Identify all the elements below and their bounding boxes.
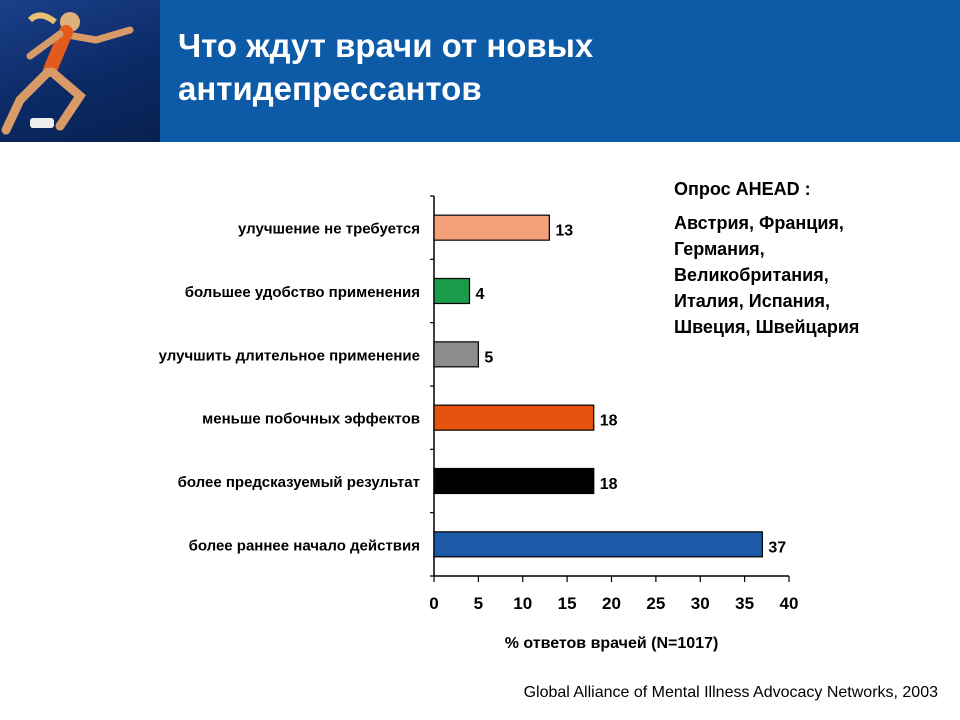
country-line: Германия, [674,239,765,259]
bar [433,341,479,368]
survey-info: Опрос AHEAD : Австрия, Франция, Германия… [674,176,944,340]
x-axis-label: % ответов врачей (N=1017) [505,635,719,652]
source-citation: Global Alliance of Mental Illness Advoca… [523,684,938,701]
bar [433,531,763,558]
data-label: 5 [484,349,493,366]
sprinter-photo [0,0,160,142]
x-tick-label: 0 [429,594,438,613]
bar [433,277,471,305]
category-label: меньше побочных эффектов [202,411,420,428]
data-label: 37 [768,539,786,556]
data-label: 13 [555,223,573,240]
title-line-1: Что ждут врачи от новых [178,27,594,64]
x-tick-label: 30 [691,594,710,613]
bar [433,467,595,495]
x-tick-label: 40 [780,594,799,613]
bar [433,404,595,431]
category-label: улучшить длительное применение [159,347,420,364]
survey-countries: Австрия, Франция, Германия, Великобритан… [674,210,944,340]
category-label: большее удобство применения [185,284,420,301]
country-line: Великобритания, [674,265,829,285]
data-label: 18 [600,476,618,493]
country-line: Австрия, Франция, [674,213,844,233]
category-label: более предсказуемый результат [178,474,420,491]
title-line-2: антидепрессантов [178,70,482,107]
country-line: Швеция, Швейцария [674,317,860,337]
sprinter-illustration [1,12,134,135]
x-tick-label: 35 [735,594,754,613]
bar [433,214,550,241]
header-banner: Что ждут врачи от новых антидепрессантов [0,0,960,142]
category-label: более раннее начало действия [189,537,420,554]
survey-heading: Опрос AHEAD : [674,179,811,199]
x-tick-label: 10 [513,594,532,613]
x-tick-label: 15 [558,594,577,613]
data-label: 18 [600,413,618,430]
x-tick-label: 20 [602,594,621,613]
x-tick-label: 25 [646,594,665,613]
slide-title: Что ждут врачи от новых антидепрессантов [178,24,938,110]
country-line: Италия, Испания, [674,291,831,311]
data-label: 4 [476,286,485,303]
x-tick-label: 5 [474,594,483,613]
category-label: улучшение не требуется [238,221,420,238]
